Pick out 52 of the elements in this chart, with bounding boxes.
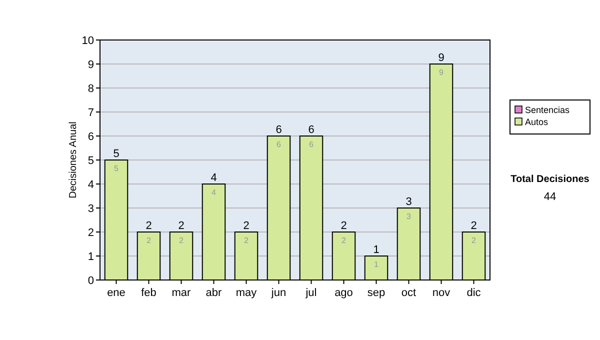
total-label: 1: [373, 244, 380, 256]
data-label: 6: [309, 140, 314, 149]
total-label: 2: [178, 220, 184, 232]
y-tick-label: 10: [82, 35, 94, 47]
x-tick-label: dic: [466, 287, 482, 299]
x-tick-label: oct: [401, 287, 416, 299]
x-tick-label: ago: [334, 287, 353, 299]
total-label: 6: [308, 124, 314, 136]
total-label: 9: [438, 52, 444, 64]
data-label: 2: [342, 236, 347, 245]
total-label: 6: [276, 124, 282, 136]
y-tick-label: 4: [88, 179, 94, 191]
y-tick-label: 3: [88, 203, 94, 215]
total-label: 2: [340, 220, 347, 232]
x-tick-label: abr: [206, 287, 222, 299]
total-label: 3: [406, 196, 412, 208]
x-tick-label: may: [236, 287, 258, 299]
data-label: 2: [472, 236, 477, 245]
y-tick-label: 8: [88, 83, 94, 95]
x-tick-label: feb: [141, 287, 156, 299]
x-tick-label: jun: [270, 287, 286, 299]
y-tick-label: 6: [88, 131, 94, 143]
y-tick-label: 1: [88, 251, 94, 263]
text: Total Decisiones: [510, 174, 590, 185]
text: 44: [544, 191, 556, 203]
total-label: 2: [470, 220, 477, 232]
y-tick-label: 7: [88, 107, 94, 119]
y-axis-title: Decisiones Anual: [68, 122, 79, 198]
total-label: 5: [113, 148, 120, 160]
data-label: 1: [374, 260, 380, 269]
data-label: 2: [146, 236, 152, 245]
data-label: 2: [179, 236, 184, 245]
x-tick-label: jul: [304, 287, 317, 299]
data-label: 5: [114, 164, 120, 173]
x-tick-label: nov: [432, 287, 451, 299]
data-label: 9: [439, 68, 444, 77]
legend-label: Sentencias: [525, 105, 570, 115]
legend-label: Autos: [525, 117, 549, 127]
y-tick-label: 0: [88, 275, 94, 287]
y-tick-label: 9: [88, 59, 94, 71]
data-label: 4: [212, 188, 217, 197]
data-label: 6: [276, 140, 282, 149]
x-tick-label: ene: [107, 287, 126, 299]
x-tick-label: sep: [367, 287, 386, 299]
y-tick-label: 2: [88, 227, 94, 239]
total-label: 2: [146, 220, 152, 232]
x-tick-label: mar: [172, 287, 192, 299]
data-label: 2: [244, 236, 250, 245]
data-label: 3: [406, 212, 412, 221]
y-tick-label: 5: [88, 155, 94, 167]
total-label: 4: [210, 172, 217, 184]
total-label: 2: [243, 220, 250, 232]
